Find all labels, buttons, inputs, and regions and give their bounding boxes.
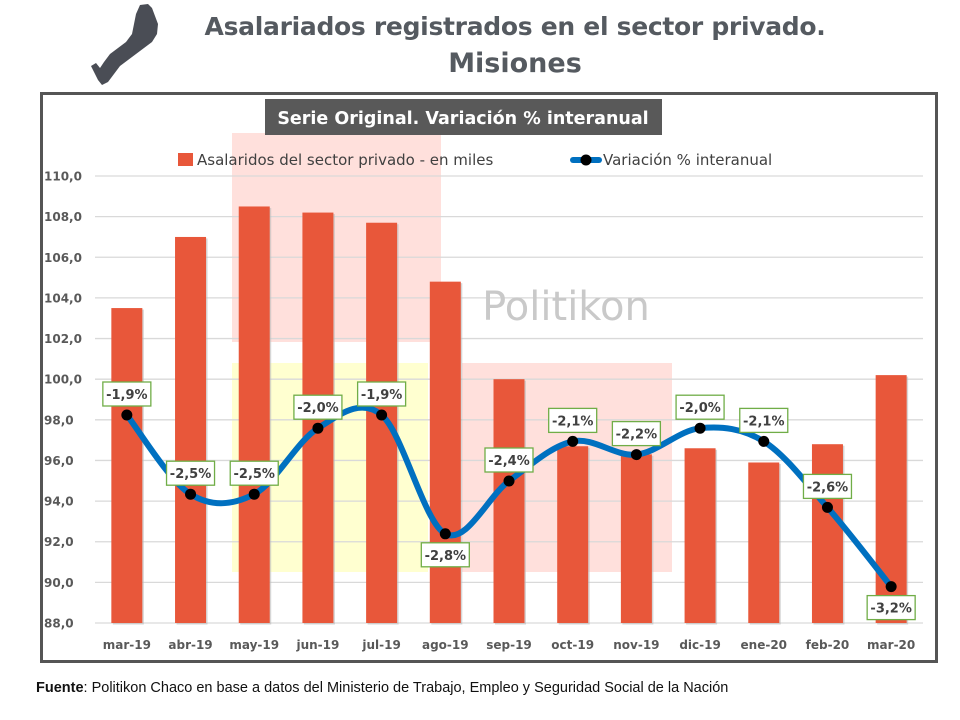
y-tick-label: 108,0 (44, 210, 82, 224)
data-label-jul-19: -1,9% (361, 388, 402, 403)
data-label-box (739, 407, 789, 434)
data-label-feb-20: -2,6% (807, 480, 848, 495)
bar-oct-19 (557, 446, 589, 623)
data-label-oct-19: -2,1% (552, 414, 593, 429)
y-tick-label: 102,0 (44, 332, 82, 346)
data-label-dic-19: -2,0% (679, 401, 720, 416)
misiones-province-map-icon (91, 4, 158, 85)
x-tick-label: feb-20 (806, 638, 850, 652)
data-label-jun-19: -2,0% (297, 401, 338, 416)
x-tick-label: may-19 (229, 638, 279, 652)
bar-nov-19 (620, 454, 652, 623)
chart-title-line2: Misiones (448, 48, 582, 79)
x-tick-label: jun-19 (295, 638, 339, 652)
line-marker-ene-20 (758, 435, 770, 447)
x-tick-label: sep-19 (486, 638, 532, 652)
watermark-text: Politikon (482, 284, 650, 330)
y-tick-label: 92,0 (44, 535, 74, 549)
data-label-sep-19: -2,4% (488, 454, 529, 469)
line-marker-feb-20 (821, 501, 833, 513)
y-tick-label: 88,0 (44, 617, 74, 631)
data-label-box (675, 394, 725, 420)
bar-abr-19 (175, 236, 207, 624)
legend-bar-label: Asalaridos del sector privado - en miles (197, 151, 493, 169)
y-tick-label: 90,0 (44, 576, 74, 590)
data-label-box (866, 594, 916, 621)
source-label: Fuente (36, 680, 84, 696)
line-marker-mar-20 (885, 581, 897, 593)
data-label-nov-19: -2,2% (616, 428, 657, 443)
y-tick-label: 100,0 (44, 373, 82, 387)
bar-may-19 (238, 206, 270, 623)
legend: Asalaridos del sector privado - en miles… (178, 151, 772, 169)
y-tick-label: 98,0 (44, 413, 74, 427)
chart-title-line1: Asalariados registrados en el sector pri… (204, 12, 826, 41)
x-tick-label: abr-19 (168, 638, 212, 652)
data-label-box (420, 542, 470, 568)
bar-ene-20 (748, 462, 780, 623)
bar-mar-19 (111, 308, 143, 623)
x-tick-label: ene-20 (741, 638, 788, 652)
data-label-ago-19: -2,8% (425, 549, 466, 564)
bar-jul-19 (366, 222, 398, 623)
data-label-box (229, 460, 279, 486)
chart-subtitle: Serie Original. Variación % interanual (277, 109, 648, 129)
x-tick-label: dic-19 (679, 638, 721, 652)
y-tick-label: 94,0 (44, 495, 74, 509)
line-marker-nov-19 (630, 449, 642, 461)
line-marker-dic-19 (694, 422, 706, 434)
data-label-box (484, 447, 534, 473)
x-tick-label: mar-20 (867, 638, 915, 652)
legend-line-label: Variación % interanual (603, 151, 772, 169)
y-tick-label: 106,0 (44, 251, 82, 265)
line-marker-oct-19 (567, 435, 579, 447)
data-label-mar-20: -3,2% (870, 602, 911, 617)
bar-sep-19 (493, 379, 525, 623)
source-footer: Fuente: Politikon Chaco en base a datos … (36, 680, 728, 696)
data-label-ene-20: -2,1% (743, 414, 784, 429)
data-label-abr-19: -2,5% (170, 467, 211, 482)
x-tick-label: jul-19 (361, 638, 400, 652)
line-marker-mar-19 (121, 409, 133, 421)
data-label-box (293, 394, 343, 420)
data-label-may-19: -2,5% (234, 467, 275, 482)
bar-feb-20 (811, 444, 843, 623)
bar-ago-19 (429, 281, 461, 623)
chart-subtitle-box (265, 99, 662, 135)
line-marker-jun-19 (312, 422, 324, 434)
x-tick-label: oct-19 (551, 638, 594, 652)
y-tick-label: 110,0 (44, 170, 82, 184)
legend-bar-swatch (178, 153, 193, 166)
data-label-mar-19: -1,9% (106, 388, 147, 403)
line-marker-abr-19 (185, 488, 197, 500)
y-tick-label: 104,0 (44, 291, 82, 305)
bar-dic-19 (684, 448, 716, 623)
legend-line-marker (580, 154, 592, 166)
line-marker-sep-19 (503, 475, 515, 487)
data-label-box (548, 407, 598, 434)
data-label-box (165, 460, 216, 486)
y-tick-label: 96,0 (44, 454, 74, 468)
x-tick-label: mar-19 (103, 638, 151, 652)
source-text: : Politikon Chaco en base a datos del Mi… (83, 680, 729, 696)
line-marker-may-19 (248, 488, 260, 500)
data-label-box (102, 381, 152, 407)
line-marker-jul-19 (376, 409, 388, 421)
x-tick-label: ago-19 (422, 638, 469, 652)
x-tick-label: nov-19 (613, 638, 659, 652)
data-label-box (802, 473, 853, 500)
data-label-box (611, 420, 662, 447)
line-marker-ago-19 (439, 528, 451, 540)
data-label-box (356, 381, 407, 407)
